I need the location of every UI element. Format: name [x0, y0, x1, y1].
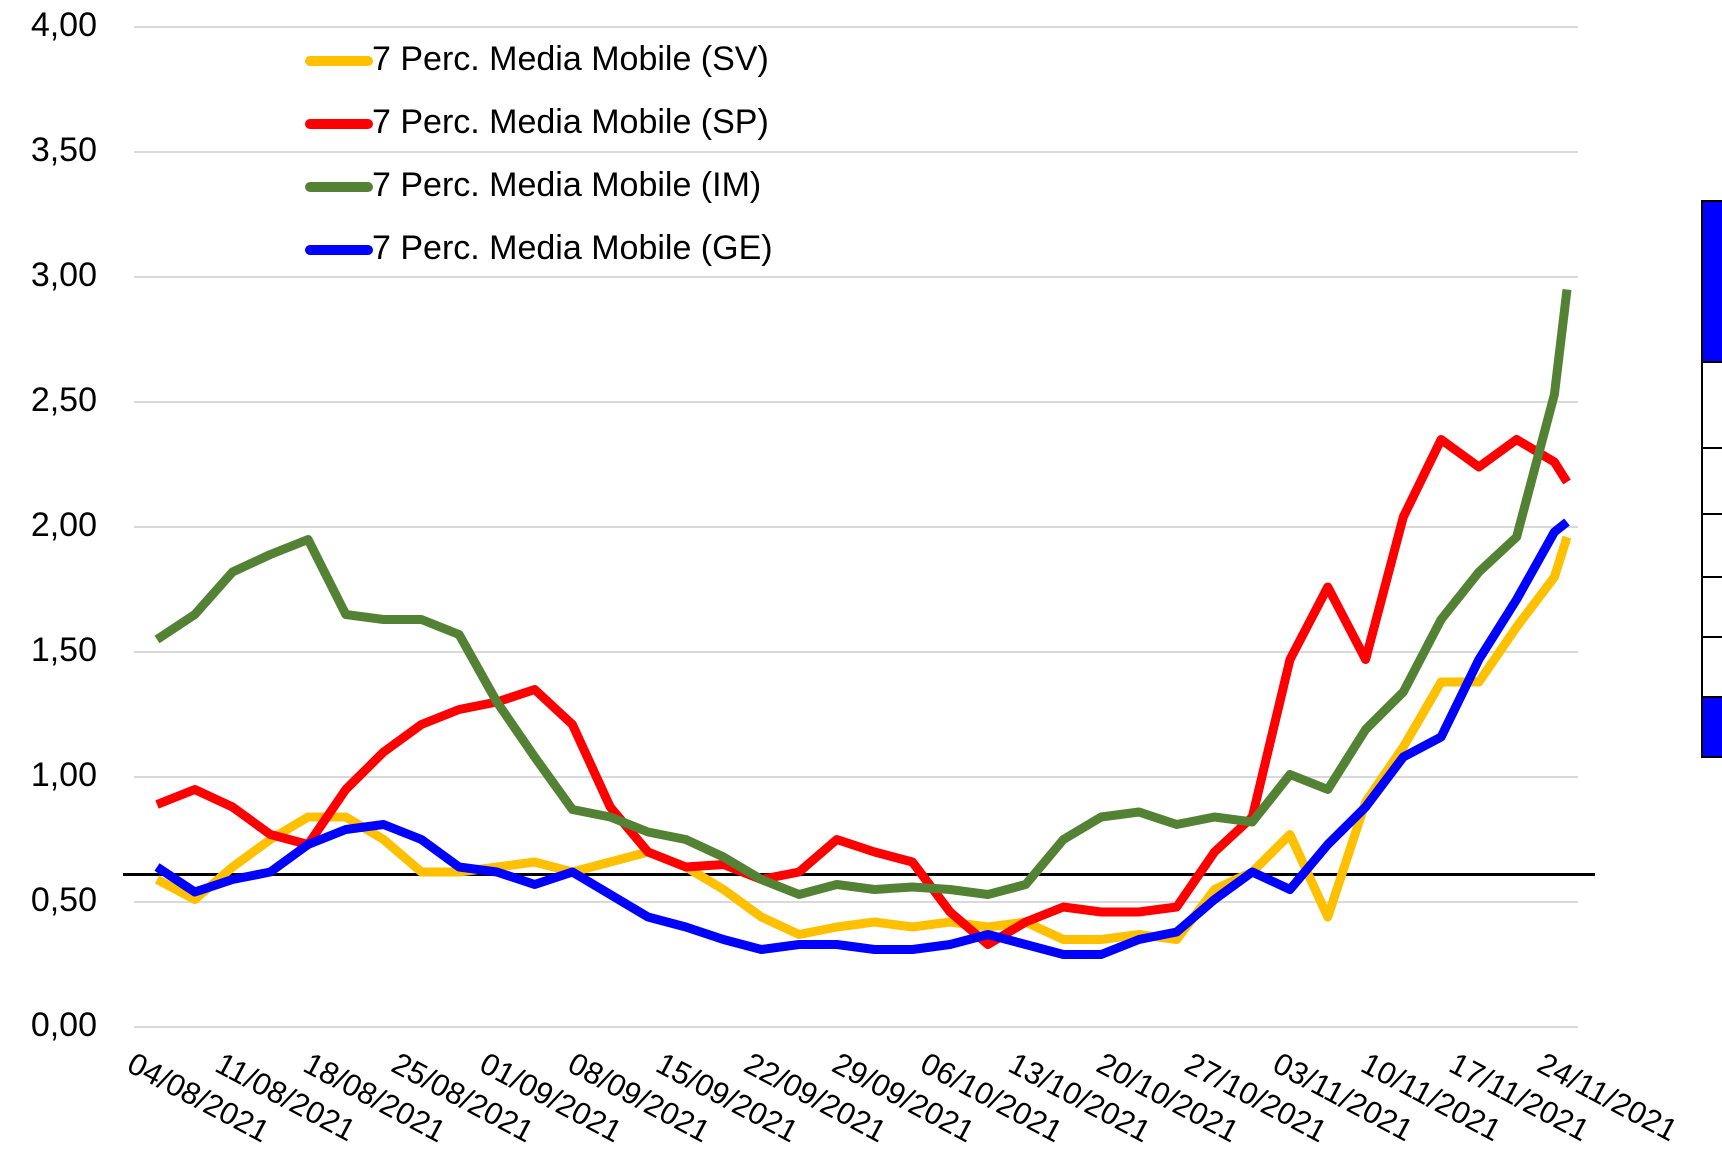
y-tick-label: 1,00 [31, 756, 97, 794]
table-row [1701, 447, 1722, 515]
legend-label: 7 Perc. Media Mobile (IM) [372, 166, 761, 204]
table-row [1701, 576, 1722, 638]
series-line [155, 435, 1571, 949]
table-row [1701, 636, 1722, 698]
y-tick-label: 2,00 [31, 506, 97, 544]
series-line [154, 288, 1572, 899]
y-tick-label: 2,50 [31, 381, 97, 419]
y-tick-label: 1,50 [31, 631, 97, 669]
legend-label: 7 Perc. Media Mobile (GE) [372, 229, 773, 267]
table-row [1701, 513, 1722, 578]
series-line [154, 535, 1572, 944]
y-tick-label: 3,00 [31, 256, 97, 294]
table-row [1701, 361, 1722, 449]
y-tick-label: 0,50 [31, 881, 97, 919]
y-tick-label: 0,00 [31, 1006, 97, 1044]
legend-label: 7 Perc. Media Mobile (SV) [372, 40, 769, 78]
y-tick-label: 4,00 [31, 6, 97, 44]
table-header [1701, 200, 1722, 363]
side-table [1701, 200, 1722, 758]
legend-label: 7 Perc. Media Mobile (SP) [372, 103, 769, 141]
table-footer [1701, 696, 1722, 758]
series-line [154, 518, 1570, 959]
y-tick-label: 3,50 [31, 131, 97, 169]
